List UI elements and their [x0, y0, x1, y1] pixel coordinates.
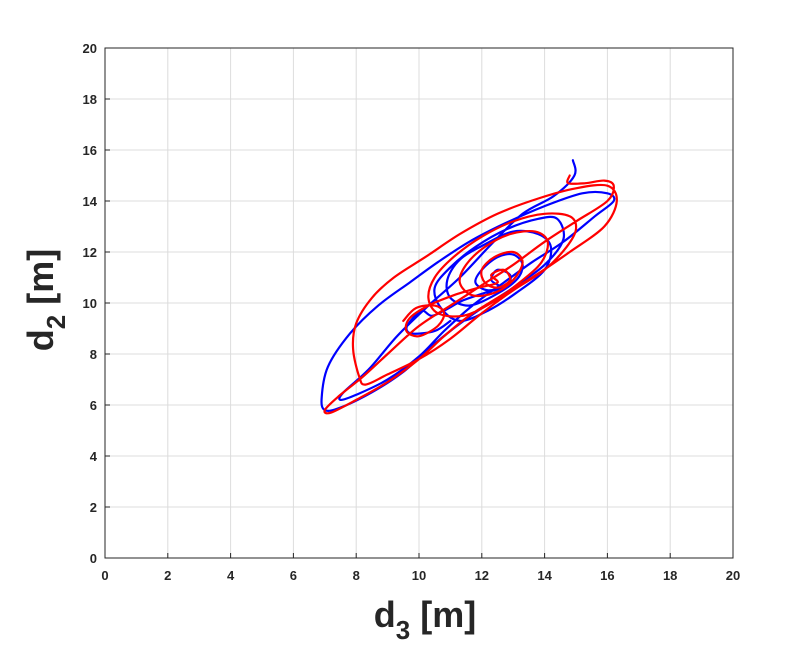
- y-axis-label-prefix: d: [20, 329, 61, 351]
- y-tick-label: 14: [83, 194, 98, 209]
- x-tick-labels: 0 2 4 6 8 10 12 14 16 18 20: [101, 553, 740, 583]
- y-tick-label: 6: [90, 398, 97, 413]
- x-tick-label: 12: [475, 568, 489, 583]
- x-axis-label-prefix: d: [374, 594, 396, 635]
- x-axis-label: d3 [m]: [374, 594, 476, 645]
- y-tick-label: 10: [83, 296, 97, 311]
- y-tick-labels: 0 2 4 6 8 10 12 14 16 18 20: [83, 41, 110, 566]
- y-tick-label: 8: [90, 347, 97, 362]
- y-axis-label: d2 [m]: [20, 249, 71, 351]
- y-tick-label: 20: [83, 41, 97, 56]
- y-axis-label-suffix: [m]: [20, 249, 61, 315]
- x-tick-label: 20: [726, 568, 740, 583]
- y-tick-label: 4: [90, 449, 98, 464]
- x-axis-label-suffix: [m]: [410, 594, 476, 635]
- x-tick-label: 0: [101, 568, 108, 583]
- y-tick-label: 12: [83, 245, 97, 260]
- x-tick-label: 14: [537, 568, 552, 583]
- x-tick-label: 4: [227, 568, 235, 583]
- x-tick-label: 18: [663, 568, 677, 583]
- series-line-1: [323, 174, 618, 415]
- y-axis-label-sub: 2: [41, 315, 71, 329]
- y-tick-label: 16: [83, 143, 97, 158]
- x-tick-label: 8: [353, 568, 360, 583]
- x-tick-label: 2: [164, 568, 171, 583]
- trajectories: [320, 159, 618, 415]
- x-axis-label-sub: 3: [396, 615, 410, 645]
- x-tick-label: 6: [290, 568, 297, 583]
- y-tick-label: 18: [83, 92, 97, 107]
- y-tick-label: 0: [90, 551, 97, 566]
- y-tick-label: 2: [90, 500, 97, 515]
- x-tick-label: 16: [600, 568, 614, 583]
- x-tick-label: 10: [412, 568, 426, 583]
